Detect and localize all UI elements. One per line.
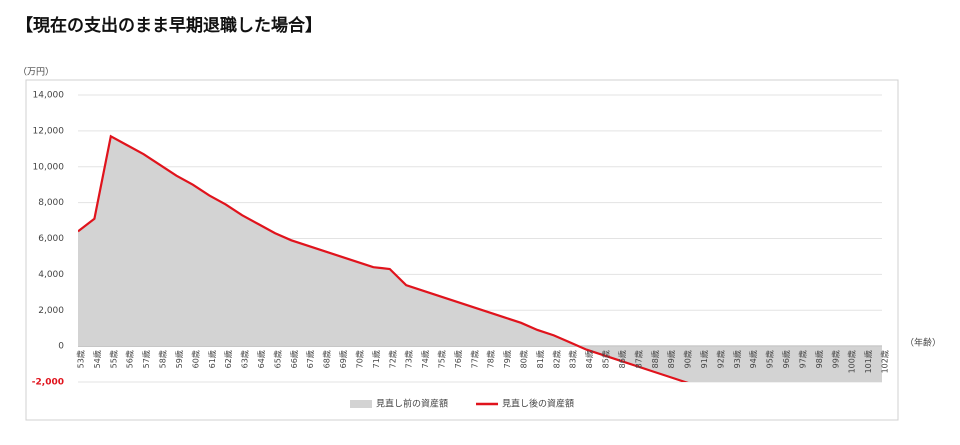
legend-label: 見直し後の資産額 [502,398,574,410]
x-tick-label: 93歳 [732,350,742,368]
y-tick-label: 0 [58,342,64,352]
x-tick-label: 73歳 [404,350,414,368]
x-tick-label: 61歳 [207,350,217,368]
x-tick-label: 66歳 [289,350,299,368]
x-unit: （年齢） [905,337,941,349]
x-tick-label: 97歳 [797,350,807,368]
x-tick-label: 56歳 [125,350,135,368]
y-tick-label: 6,000 [38,234,64,244]
x-tick-label: 55歳 [108,350,118,368]
x-tick-label: 68歳 [322,350,332,368]
x-tick-label: 77歳 [469,350,479,368]
x-tick-label: 60歳 [190,350,200,368]
x-tick-label: 102歳 [880,350,890,373]
x-tick-label: 91歳 [699,350,709,368]
x-tick-label: 64歳 [256,350,266,368]
x-tick-label: 74歳 [420,350,430,368]
x-tick-label: 63歳 [240,350,250,368]
x-tick-label: 54歳 [92,350,102,368]
x-tick-label: 99歳 [830,350,840,368]
x-tick-label: 79歳 [502,350,512,368]
x-tick-label: 53歳 [76,350,86,368]
x-tick-label: 65歳 [272,350,282,368]
x-tick-label: 69歳 [338,350,348,368]
x-tick-label: 57歳 [141,350,151,368]
x-tick-label: 78歳 [486,350,496,368]
y-tick-label: 10,000 [33,162,65,172]
x-tick-label: 88歳 [650,350,660,368]
x-tick-label: 96歳 [781,350,791,368]
y-unit: （万円） [18,67,54,78]
x-tick-label: 101歳 [863,350,873,373]
x-tick-label: 100歳 [847,350,857,373]
line [78,134,689,382]
x-tick-label: 92歳 [715,350,725,368]
x-tick-label: 62歳 [223,350,233,368]
x-tick-label: 90歳 [683,350,693,368]
x-tick-label: 58歳 [158,350,168,368]
y-tick-label: 8,000 [38,198,64,208]
x-tick-label: 72歳 [387,350,397,368]
chart-title: 【現在の支出のまま早期退職した場合】 [16,15,322,36]
y-tick-label: 12,000 [33,126,65,136]
x-tick-label: 70歳 [354,350,364,368]
y-tick-label: 14,000 [33,91,65,101]
x-tick-label: 87歳 [633,350,643,368]
x-tick-label: 84歳 [584,350,594,368]
x-tick-label: 83歳 [568,350,578,368]
y-tick-label: -2,000 [32,378,64,388]
x-tick-label: 67歳 [305,350,315,368]
x-tick-label: 81歳 [535,350,545,368]
y-tick-label: 4,000 [38,270,64,280]
x-tick-label: 85歳 [601,350,611,368]
plot-area [78,134,882,382]
x-tick-label: 98歳 [814,350,824,368]
x-tick-label: 75歳 [436,350,446,368]
x-tick-label: 71歳 [371,350,381,368]
legend-swatch [350,400,372,408]
x-tick-label: 80歳 [519,350,529,368]
chart-frame [25,79,899,421]
x-tick-label: 59歳 [174,350,184,368]
area [78,136,882,382]
x-tick-label: 82歳 [551,350,561,368]
x-tick-label: 86歳 [617,350,627,368]
legend-label: 見直し前の資産額 [376,398,448,410]
x-tick-label: 76歳 [453,350,463,368]
x-tick-label: 94歳 [748,350,758,368]
x-tick-label: 95歳 [765,350,775,368]
y-tick-label: 2,000 [38,306,64,316]
x-tick-label: 89歳 [666,350,676,368]
